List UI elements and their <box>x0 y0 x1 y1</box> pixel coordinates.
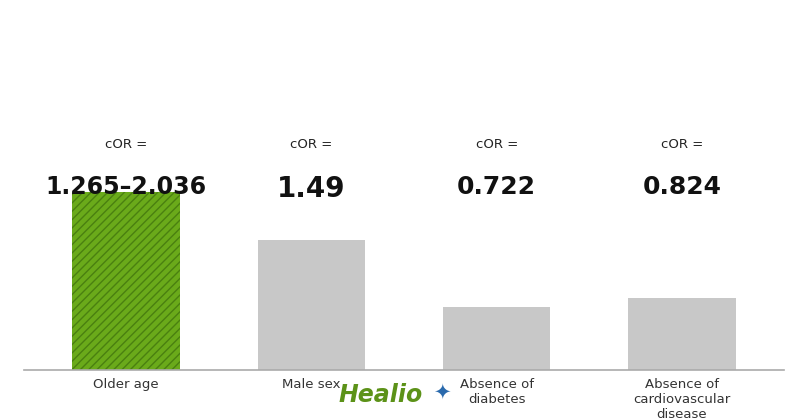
Text: cOR =: cOR = <box>290 138 333 151</box>
Text: cOR =: cOR = <box>661 138 703 151</box>
Text: 1.49: 1.49 <box>277 175 346 203</box>
Text: Post-polypectomy recurrence of advanced: Post-polypectomy recurrence of advanced <box>176 32 624 51</box>
Text: cOR =: cOR = <box>475 138 518 151</box>
Bar <box>258 240 365 370</box>
Text: cOR =: cOR = <box>105 138 147 151</box>
Bar <box>628 298 736 370</box>
Bar <box>443 307 550 370</box>
Text: 0.824: 0.824 <box>642 175 722 199</box>
Text: 0.722: 0.722 <box>457 175 536 199</box>
Text: Healio: Healio <box>338 383 423 407</box>
Bar <box>72 192 180 370</box>
Text: 1.265–2.036: 1.265–2.036 <box>46 175 206 199</box>
Text: colorectal neoplasia linked significantly with:: colorectal neoplasia linked significantl… <box>160 78 640 97</box>
Text: ✦: ✦ <box>433 384 450 404</box>
